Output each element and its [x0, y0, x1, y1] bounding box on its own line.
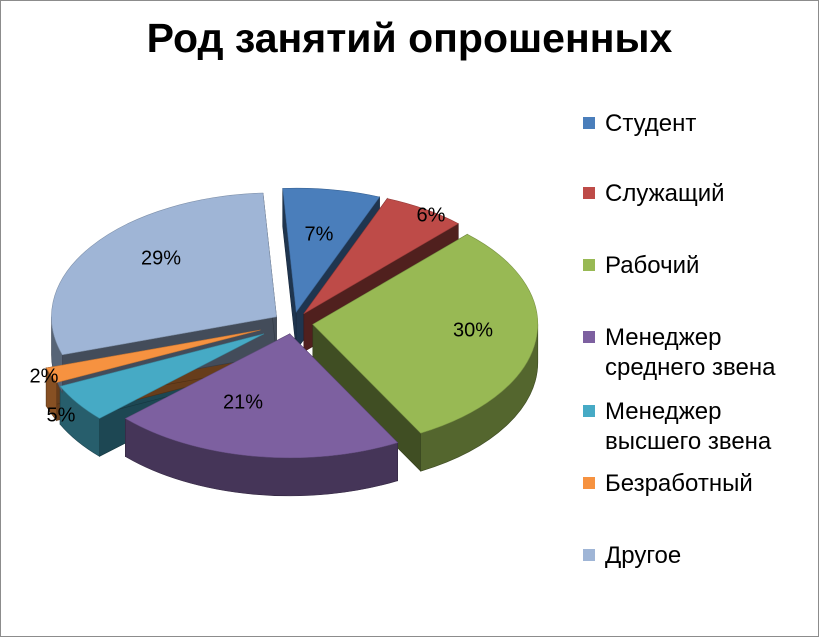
pie-slice-3 — [312, 233, 538, 434]
pie-slice-7 — [51, 192, 277, 356]
legend-item-3: Рабочий — [583, 251, 813, 281]
legend-item-5: Менеджер высшего звена — [583, 397, 813, 457]
legend-swatch — [583, 549, 595, 561]
pie-slice-2 — [303, 198, 459, 314]
data-label-1: 7% — [305, 223, 334, 245]
legend-label: Безработный — [605, 470, 753, 497]
pie-slice-4 — [124, 333, 399, 459]
data-label-3: 30% — [453, 319, 493, 341]
legend-swatch — [583, 405, 595, 417]
legend-item-4: Менеджер среднего звена — [583, 323, 813, 383]
legend-swatch — [583, 477, 595, 489]
legend-swatch — [583, 117, 595, 129]
legend-item-2: Служащий — [583, 179, 813, 209]
legend-swatch — [583, 259, 595, 271]
pie-slice-6 — [45, 329, 261, 383]
pie-slice-1 — [282, 187, 381, 313]
legend-item-6: Безработный — [583, 469, 813, 499]
data-label-6: 2% — [30, 365, 59, 387]
legend-label: Служащий — [605, 180, 725, 207]
data-label-5: 5% — [47, 404, 76, 426]
data-label-2: 6% — [417, 204, 446, 226]
legend-swatch — [583, 187, 595, 199]
legend-label: Рабочий — [605, 252, 700, 279]
legend-label: Студент — [605, 110, 697, 137]
pie-slice-5 — [59, 333, 265, 419]
legend-label: Менеджер высшего звена — [605, 398, 772, 455]
data-label-4: 21% — [223, 391, 263, 413]
data-label-7: 29% — [141, 247, 181, 269]
legend-label: Менеджер среднего звена — [605, 324, 776, 381]
legend-item-1: Студент — [583, 109, 813, 139]
legend-swatch — [583, 331, 595, 343]
chart-title: Род занятий опрошенных — [146, 15, 673, 61]
legend-item-7: Другое — [583, 541, 813, 571]
legend-label: Другое — [605, 542, 682, 569]
